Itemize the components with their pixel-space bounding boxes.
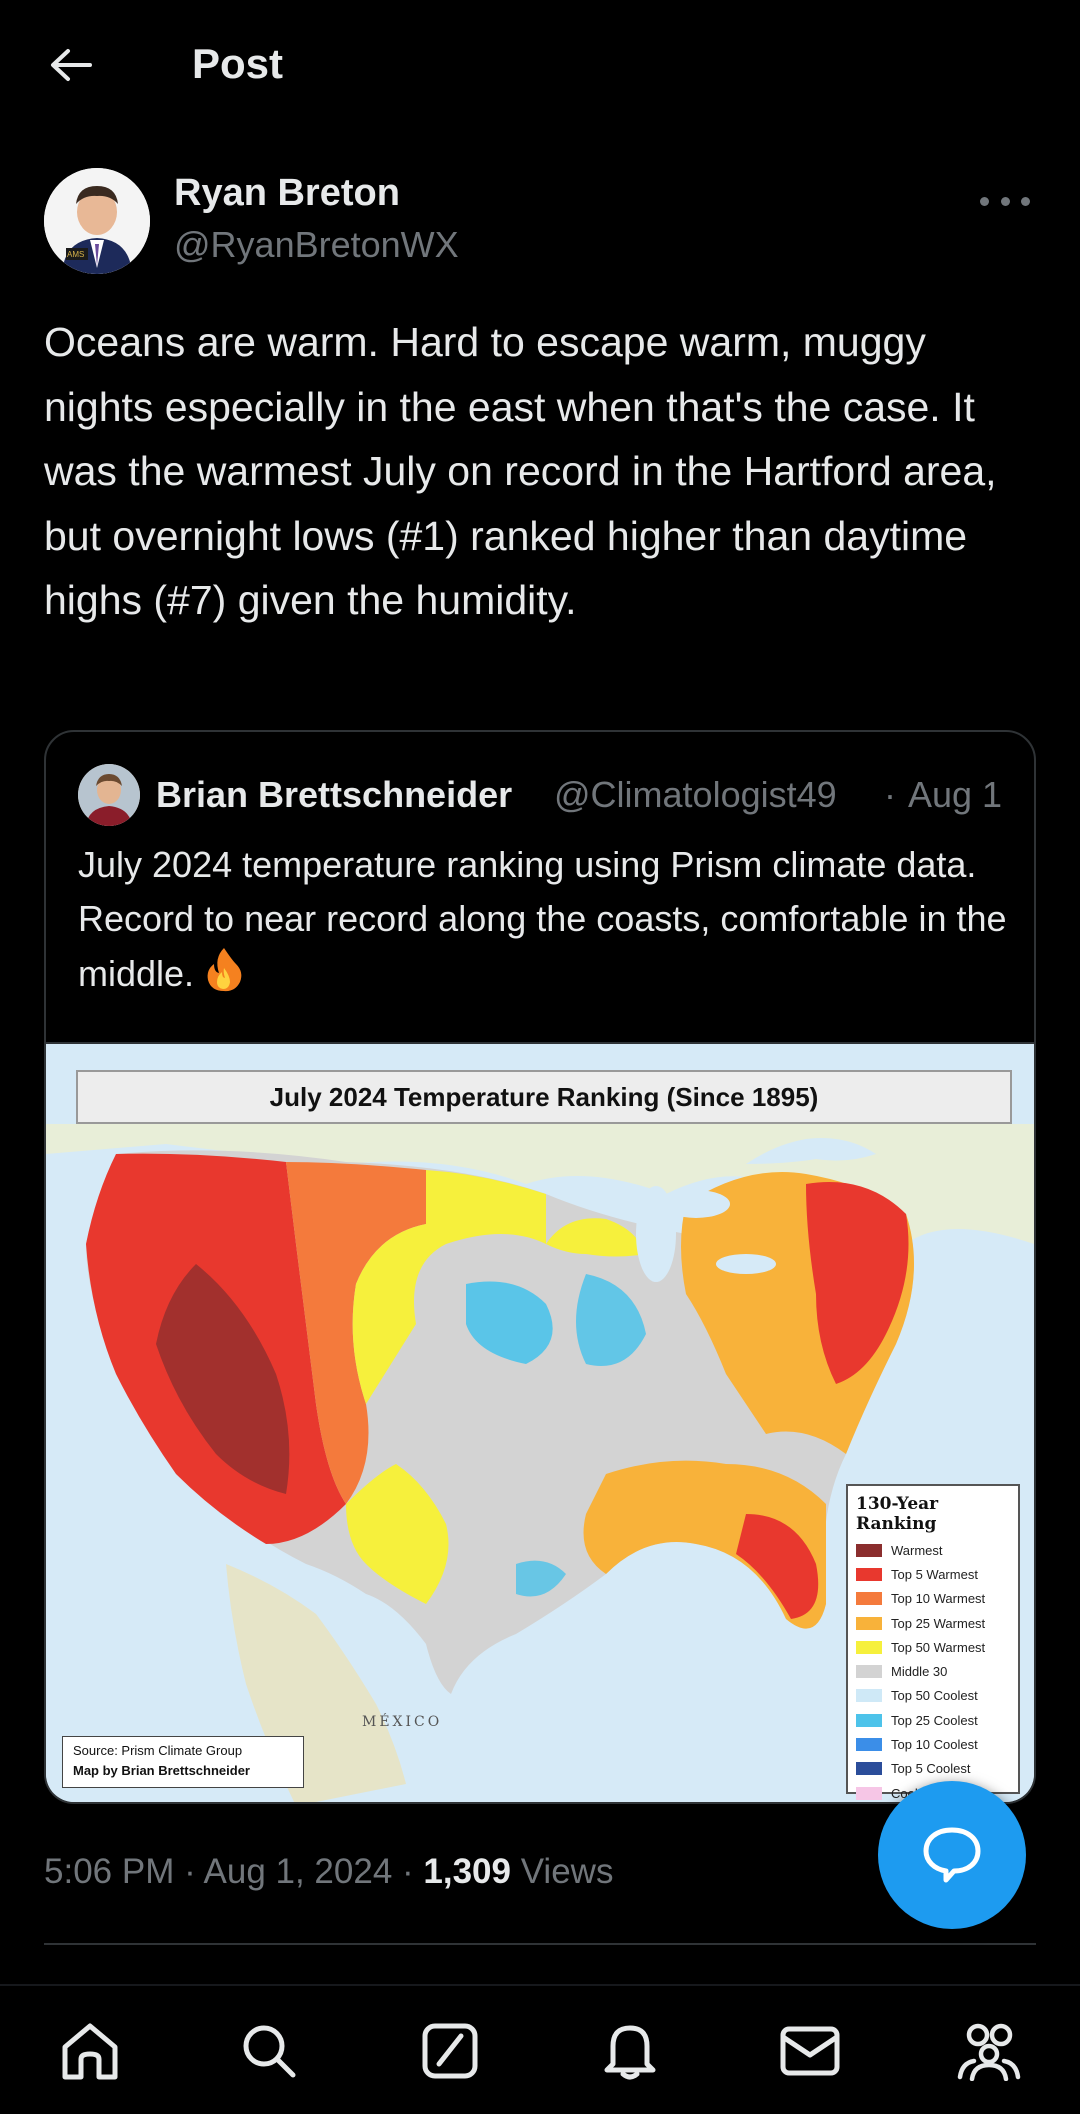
nav-messages[interactable] [765,2008,855,2094]
grok-icon [422,2023,478,2079]
legend-swatch [856,1640,882,1654]
legend-item: Top 50 Coolest [856,1684,1012,1708]
legend-swatch [856,1616,882,1630]
legend-swatch [856,1786,882,1800]
legend-item: Top 5 Coolest [856,1757,1012,1781]
legend-label: Top 50 Warmest [891,1639,986,1655]
legend-swatch [856,1665,882,1679]
map-source-box: Source: Prism Climate Group Map by Brian… [62,1736,304,1788]
quoted-post-text: July 2024 temperature ranking using Pris… [78,838,1008,1007]
more-dot-icon [980,196,989,206]
post-author: AMS Ryan Breton @RyanBretonWX [44,168,1044,278]
legend-label: Top 10 Warmest [891,1591,986,1607]
legend-swatch [856,1738,882,1752]
quoted-post[interactable]: Brian Brettschneider @Climatologist49 · … [44,730,1036,1804]
legend-item: Top 50 Warmest [856,1635,1012,1659]
legend-item: Warmest [856,1538,1012,1562]
views-label: Views [511,1852,614,1891]
mail-icon [780,2026,840,2076]
nav-notifications[interactable] [585,2008,675,2094]
legend-swatch [856,1543,882,1557]
nav-home[interactable] [45,2008,135,2094]
quoted-author-avatar [78,764,140,826]
page-title: Post [192,40,284,87]
fire-icon [202,946,246,1007]
legend-label: Top 5 Coolest [891,1761,971,1777]
chat-bubble-icon [923,1827,981,1883]
legend-label: Top 5 Warmest [891,1566,978,1582]
arrow-left-icon [51,49,92,81]
more-options-button[interactable] [980,186,1030,216]
quoted-date-separator: · [884,774,896,815]
legend-label: Top 10 Coolest [891,1737,978,1753]
quoted-author-name: Brian Brettschneider [156,774,513,815]
legend-swatch [856,1762,882,1776]
legend-title: 130-Year Ranking [856,1494,939,1534]
quoted-text-body: July 2024 temperature ranking using Pris… [78,844,1007,994]
divider [44,1943,1036,1945]
views-count: 1,309 [423,1852,511,1891]
legend-item: Top 25 Warmest [856,1611,1012,1635]
more-dot-icon [1021,196,1030,206]
map-legend: 130-Year Ranking Warmest Top 5 Warmest T… [846,1484,1020,1801]
nav-communities[interactable] [944,2008,1034,2094]
back-button[interactable] [40,40,100,90]
communities-icon [957,2023,1021,2081]
author-handle[interactable]: @RyanBretonWX [174,224,459,265]
legend-item: Top 5 Warmest [856,1562,1012,1586]
nav-search[interactable] [224,2008,314,2094]
post-timestamp[interactable]: 5:06 PM · Aug 1, 2024 · [44,1852,424,1891]
post-meta: 5:06 PM · Aug 1, 2024 · 1,309 Views [44,1852,613,1892]
temperature-map-image[interactable]: MÉXICO July 2024 Temperature Ranking (Si… [46,1042,1034,1802]
map-title: July 2024 Temperature Ranking (Since 189… [76,1070,1012,1124]
quoted-post-header: Brian Brettschneider @Climatologist49 · … [78,764,1008,826]
legend-label: Top 50 Coolest [891,1688,978,1704]
more-dot-icon [1000,196,1010,206]
legend-item: Top 10 Coolest [856,1732,1012,1756]
legend-label: Warmest [891,1542,943,1558]
top-bar: Post [0,0,1080,130]
home-icon [62,2023,118,2080]
legend-item: Middle 30 [856,1659,1012,1683]
legend-swatch [856,1713,882,1727]
legend-item: Top 25 Coolest [856,1708,1012,1732]
legend-swatch [856,1567,882,1581]
legend-swatch [856,1592,882,1606]
avatar-badge: AMS [67,250,84,259]
bell-icon [604,2025,656,2080]
post-text: Oceans are warm. Hard to escape warm, mu… [44,319,997,623]
quoted-author-handle: @Climatologist49 [554,774,837,815]
legend-label: Top 25 Warmest [891,1615,986,1631]
legend-label: Top 25 Coolest [891,1712,978,1728]
author-name[interactable]: Ryan Breton [174,172,400,214]
search-icon [243,2025,296,2078]
author-credit-line: Map by Brian Brettschneider [73,1763,250,1778]
nav-grok[interactable] [405,2008,495,2094]
legend-swatch [856,1689,882,1703]
bottom-nav [0,1984,1080,2114]
source-line: Source: Prism Climate Group [73,1743,243,1758]
map-country-label: MÉXICO [362,1712,442,1730]
author-avatar[interactable]: AMS [44,168,150,274]
compose-reply-button[interactable] [878,1781,1026,1929]
quoted-post-date: Aug 1 [908,774,1003,815]
legend-item: Top 10 Warmest [856,1587,1012,1611]
legend-label: Middle 30 [891,1664,948,1680]
